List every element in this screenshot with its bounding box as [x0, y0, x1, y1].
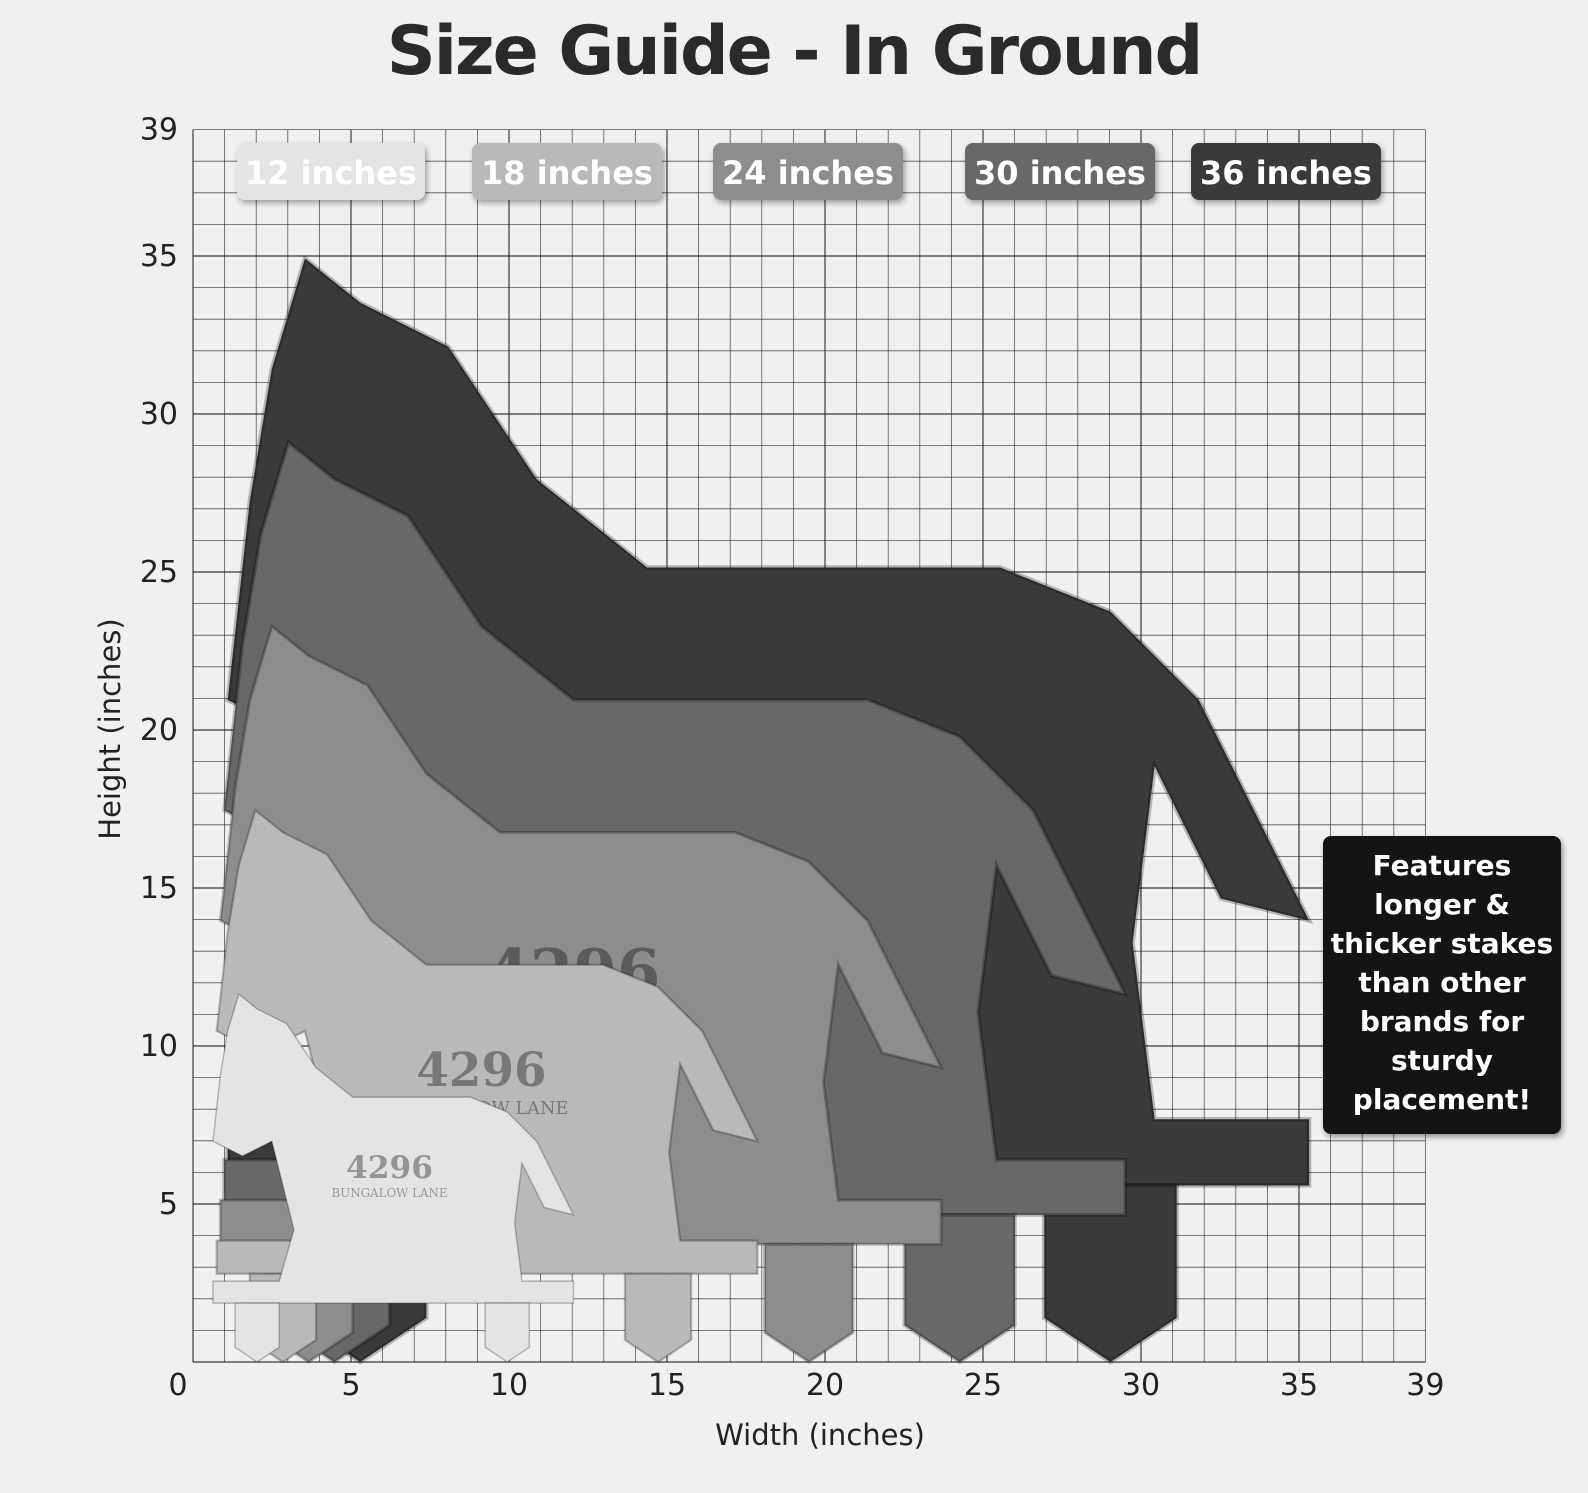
size-badge-24: 24 inches — [713, 143, 903, 200]
stake — [623, 1272, 693, 1364]
stakes-callout: Features longer & thicker stakes than ot… — [1323, 836, 1561, 1134]
y-tick-label: 10 — [140, 1029, 178, 1064]
size-badge-30: 30 inches — [965, 143, 1155, 200]
stake — [484, 1302, 531, 1363]
stake — [902, 1213, 1017, 1365]
size-badge-36: 36 inches — [1191, 143, 1381, 200]
page-title: Size Guide - In Ground — [386, 12, 1204, 91]
size-badge-label: 12 inches — [245, 154, 417, 192]
x-tick-label: 30 — [1122, 1368, 1160, 1403]
x-tick-label: 35 — [1280, 1368, 1318, 1403]
size-badge-bg — [965, 143, 1155, 200]
size-badge-label: 24 inches — [722, 154, 894, 192]
x-tick-label: 20 — [806, 1368, 844, 1403]
size-badge-12: 12 inches — [237, 143, 425, 200]
sign-street: BUNGALOW LANE — [332, 1186, 448, 1200]
y-tick-label: 20 — [140, 713, 178, 748]
x-tick-label: 39 — [1406, 1368, 1444, 1403]
size-badge-18: 18 inches — [472, 143, 662, 200]
y-tick-label: 30 — [140, 397, 178, 432]
y-axis-label: Height (inches) — [93, 618, 127, 840]
y-tick-label: 25 — [140, 555, 178, 590]
size-badge-bg — [1191, 143, 1381, 200]
x-axis-label: Width (inches) — [715, 1418, 925, 1452]
sign-number: 4296 — [416, 1043, 546, 1098]
size-badge-bg — [713, 143, 903, 200]
horse-body — [212, 992, 575, 1304]
x-tick-label: 15 — [648, 1368, 686, 1403]
y-tick-label: 35 — [140, 239, 178, 274]
size-badge-label: 30 inches — [974, 154, 1146, 192]
size-badge-label: 36 inches — [1200, 154, 1372, 192]
x-tick-label: 25 — [964, 1368, 1002, 1403]
stake — [1042, 1183, 1179, 1365]
size-badge-bg — [472, 143, 662, 200]
size-badge-label: 18 inches — [481, 154, 653, 192]
size-badge-bg — [237, 143, 425, 200]
stake — [234, 1302, 280, 1363]
x-tick-label: 5 — [341, 1368, 360, 1403]
y-tick-label: 15 — [140, 871, 178, 906]
stake — [763, 1242, 855, 1364]
sign-number: 4296 — [346, 1150, 433, 1186]
y-tick-label: 5 — [159, 1187, 178, 1222]
horse-silhouette — [212, 992, 575, 1363]
x-tick-label: 10 — [490, 1368, 528, 1403]
x-tick-label: 0 — [168, 1368, 187, 1403]
y-tick-label: 39 — [140, 113, 178, 148]
